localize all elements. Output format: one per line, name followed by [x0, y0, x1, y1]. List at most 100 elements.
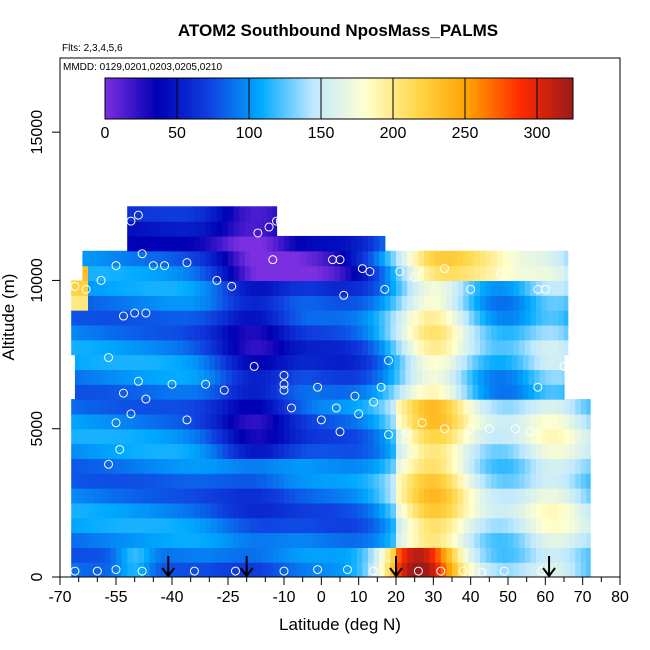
heatmap-cell [452, 547, 459, 563]
heatmap-cell [104, 547, 111, 563]
heatmap-cell [104, 399, 111, 415]
heatmap-cell [295, 265, 302, 282]
heatmap-cell [446, 324, 453, 341]
heatmap-cell [317, 517, 324, 534]
heatmap-cell [379, 547, 386, 563]
heatmap-cell [550, 369, 558, 385]
heatmap-cell [323, 428, 330, 445]
heatmap-cell [340, 428, 347, 445]
heatmap-cell [323, 235, 330, 252]
heatmap-cell [552, 428, 559, 445]
heatmap-cell [200, 428, 207, 445]
heatmap-cell [278, 547, 285, 563]
heatmap-cell [216, 235, 223, 252]
heatmap-cell [530, 517, 537, 534]
heatmap-cell [485, 339, 492, 356]
heatmap-cell [222, 473, 229, 489]
heatmap-cell [552, 488, 559, 504]
heatmap-cell [119, 354, 126, 370]
heatmap-cell [172, 488, 179, 504]
heatmap-cell [452, 324, 459, 341]
heatmap-cell [558, 295, 565, 311]
heatmap-cell [558, 280, 565, 296]
heatmap-cell [552, 458, 559, 474]
heatmap-cell [446, 547, 453, 563]
heatmap-cell [371, 369, 378, 385]
heatmap-cell [88, 399, 95, 415]
x-tick-label: 0 [317, 589, 326, 606]
heatmap-cell [256, 458, 263, 474]
heatmap-cell [534, 369, 541, 385]
heatmap-cell [121, 339, 128, 356]
heatmap-cell [93, 295, 100, 311]
heatmap-cell [496, 295, 503, 311]
heatmap-cell [76, 562, 83, 577]
heatmap-cell [502, 265, 509, 282]
heatmap-cell [300, 265, 307, 282]
heatmap-cell [373, 547, 380, 563]
heatmap-cell [508, 339, 515, 356]
heatmap-cell [216, 250, 223, 267]
heatmap-cell [547, 488, 554, 504]
heatmap-cell [575, 473, 582, 489]
heatmap-cell [534, 354, 541, 370]
x-tick-label: -70 [48, 589, 71, 606]
heatmap-cell [166, 295, 173, 311]
heatmap-cell [272, 280, 279, 296]
heatmap-cell [142, 369, 149, 385]
heatmap-cell [88, 280, 95, 296]
heatmap-cell [424, 324, 431, 341]
heatmap-cell [110, 473, 117, 489]
heatmap-cell [261, 310, 268, 326]
heatmap-cell [272, 339, 279, 356]
heatmap-cell [121, 295, 128, 311]
heatmap-cell [541, 443, 548, 459]
observation-point [496, 269, 506, 279]
heatmap-cell [265, 384, 272, 400]
heatmap-cell [76, 502, 83, 519]
heatmap-cell [328, 443, 335, 459]
heatmap-cell [200, 399, 207, 415]
x-tick-label: 30 [424, 589, 442, 606]
heatmap-cell [519, 547, 526, 563]
heatmap-cell [558, 562, 565, 577]
heatmap-cell [508, 502, 515, 519]
heatmap-cell [424, 532, 431, 548]
heatmap-cell [474, 250, 481, 267]
observation-point [133, 376, 143, 386]
heatmap-cell [149, 532, 156, 548]
heatmap-cell [166, 280, 173, 296]
heatmap-cell [76, 339, 83, 356]
heatmap-cell [340, 443, 347, 459]
heatmap-cell [175, 369, 182, 385]
heatmap-cell [468, 517, 475, 534]
heatmap-cell [99, 562, 106, 577]
heatmap-cell [452, 399, 459, 415]
heatmap-cell [539, 384, 546, 400]
heatmap-cell [76, 295, 83, 311]
heatmap-cell [88, 250, 95, 267]
heatmap-cell [508, 488, 515, 504]
heatmap-cell [172, 324, 179, 341]
heatmap-cell [528, 354, 535, 370]
heatmap-cell [345, 265, 352, 282]
heatmap-cell [228, 517, 235, 534]
heatmap-cell [418, 517, 425, 534]
heatmap-cell [82, 413, 89, 430]
heatmap-cell [547, 547, 554, 563]
heatmap-cell [127, 295, 134, 311]
heatmap-cell [216, 295, 223, 311]
heatmap-cell [222, 295, 229, 311]
heatmap-cell [250, 562, 257, 577]
heatmap-cell [183, 517, 190, 534]
heatmap-cell [194, 488, 201, 504]
heatmap-cell [452, 413, 459, 430]
heatmap-cell [317, 295, 324, 311]
heatmap-cell [116, 265, 123, 282]
heatmap-cell [116, 502, 123, 519]
heatmap-cell [239, 443, 246, 459]
heatmap-cell [558, 413, 565, 430]
heatmap-cell [545, 369, 552, 385]
heatmap-cell [575, 547, 582, 563]
heatmap-cell [502, 339, 509, 356]
